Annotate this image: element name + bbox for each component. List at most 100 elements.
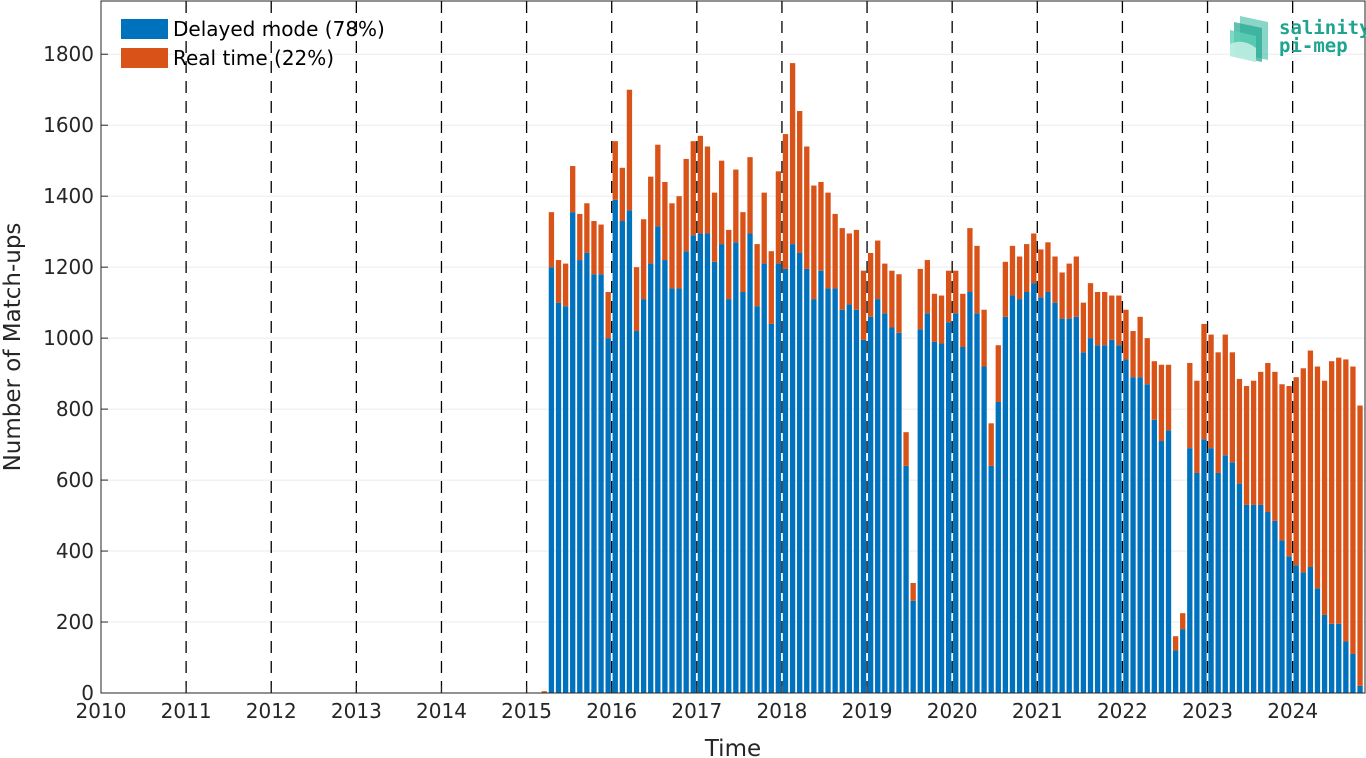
bar-delayed-mode [733,242,739,694]
bar-delayed-mode [789,244,796,694]
bar-real-time [1201,323,1207,440]
bar-delayed-mode [853,309,860,693]
bar-real-time [974,245,980,314]
bar-real-time [1080,302,1087,353]
bar-delayed-mode [570,212,576,693]
bar-delayed-mode [1144,384,1150,693]
bar-delayed-mode [1137,377,1143,693]
bar-delayed-mode [612,199,618,693]
bar-real-time [711,192,718,262]
bar-real-time [1272,371,1278,521]
x-tick-label: 2014 [416,699,467,723]
bar-delayed-mode [747,233,753,693]
bar-delayed-mode [1016,299,1023,693]
bar-delayed-mode [1158,441,1165,693]
bar-real-time [811,185,817,300]
bar-real-time [853,229,860,310]
bar-real-time [1073,256,1079,317]
bar-real-time [1286,386,1292,557]
x-tick-label: 2010 [76,699,127,723]
logo-emblem-icon [1230,16,1268,62]
bar-delayed-mode [1087,338,1094,693]
bar-delayed-mode [910,600,916,693]
bar-delayed-mode [1151,419,1157,693]
bar-real-time [761,192,767,264]
bar-real-time [740,212,746,292]
bar-delayed-mode [903,465,909,693]
bar-delayed-mode [995,402,1001,693]
bar-delayed-mode [988,465,994,693]
bar-delayed-mode [974,313,980,693]
legend-label-realtime: Real time (22%) [173,46,334,70]
bar-delayed-mode [640,299,647,693]
bar-delayed-mode [1250,504,1257,693]
bar-real-time [1180,613,1186,630]
bar-delayed-mode [619,221,626,693]
bar-delayed-mode [761,263,767,693]
bar-delayed-mode [889,327,895,693]
bar-delayed-mode [584,252,590,693]
bar-real-time [1087,283,1094,339]
x-tick-label: 2022 [1097,699,1148,723]
y-axis-ticks: 0 200 400 600 800 1000 1200 1400 1600 1800 [43,42,108,705]
bar-delayed-mode [782,268,789,693]
bar-delayed-mode [1073,316,1079,693]
x-tick-label: 2016 [586,699,637,723]
bar-delayed-mode [626,210,633,693]
legend: Delayed mode (78%) Real time (22%) [121,17,385,70]
bar-real-time [1151,361,1157,420]
bar-delayed-mode [683,251,689,693]
bar-real-time [1031,233,1037,284]
bar-delayed-mode [1109,339,1115,693]
bar-real-time [669,203,675,289]
bar-real-time [612,141,618,200]
bar-delayed-mode [839,309,845,693]
bar-real-time [1236,378,1243,484]
bar-delayed-mode [960,347,966,693]
bar-real-time [1016,256,1023,300]
bar-delayed-mode [1031,283,1037,693]
bar-delayed-mode [1123,359,1129,693]
bar-delayed-mode [648,263,654,693]
bar-real-time [860,270,867,340]
bar-delayed-mode [938,343,945,693]
bar-real-time [1002,261,1009,317]
logo-line-1: salinity [1279,17,1366,39]
legend-swatch-realtime [121,48,168,68]
y-tick-label: 1200 [43,255,94,279]
bar-delayed-mode [1343,641,1349,693]
bar-delayed-mode [1009,295,1016,693]
bar-real-time [903,432,909,466]
bar-delayed-mode [1130,377,1136,693]
bar-real-time [697,135,704,234]
bar-delayed-mode [1002,316,1009,693]
bar-delayed-mode [1307,567,1314,693]
bar-delayed-mode [1350,653,1356,693]
y-axis-title: Number of Match-ups [0,223,26,472]
bar-real-time [562,263,569,307]
bar-delayed-mode [1080,352,1087,693]
bar-delayed-mode [718,244,725,694]
bar-real-time [945,270,952,323]
bar-real-time [804,146,810,269]
bar-real-time [619,167,626,222]
bar-real-time [690,141,696,236]
bar-real-time [1102,291,1108,346]
bar-delayed-mode [953,313,959,693]
bar-real-time [768,251,774,324]
bar-delayed-mode [754,306,760,693]
bar-delayed-mode [562,306,569,693]
bar-real-time [1137,316,1143,378]
x-tick-label: 2017 [671,699,722,723]
bar-real-time [1116,295,1122,346]
bar-real-time [1023,244,1030,292]
bar-delayed-mode [1258,504,1264,693]
bar-delayed-mode [704,233,711,693]
bar-delayed-mode [1165,430,1172,693]
bar-real-time [1045,242,1051,292]
bar-real-time [938,295,945,344]
bar-delayed-mode [1052,302,1058,693]
legend-swatch-delayed [121,19,168,39]
bar-delayed-mode [1279,540,1285,693]
bar-real-time [1215,352,1221,473]
